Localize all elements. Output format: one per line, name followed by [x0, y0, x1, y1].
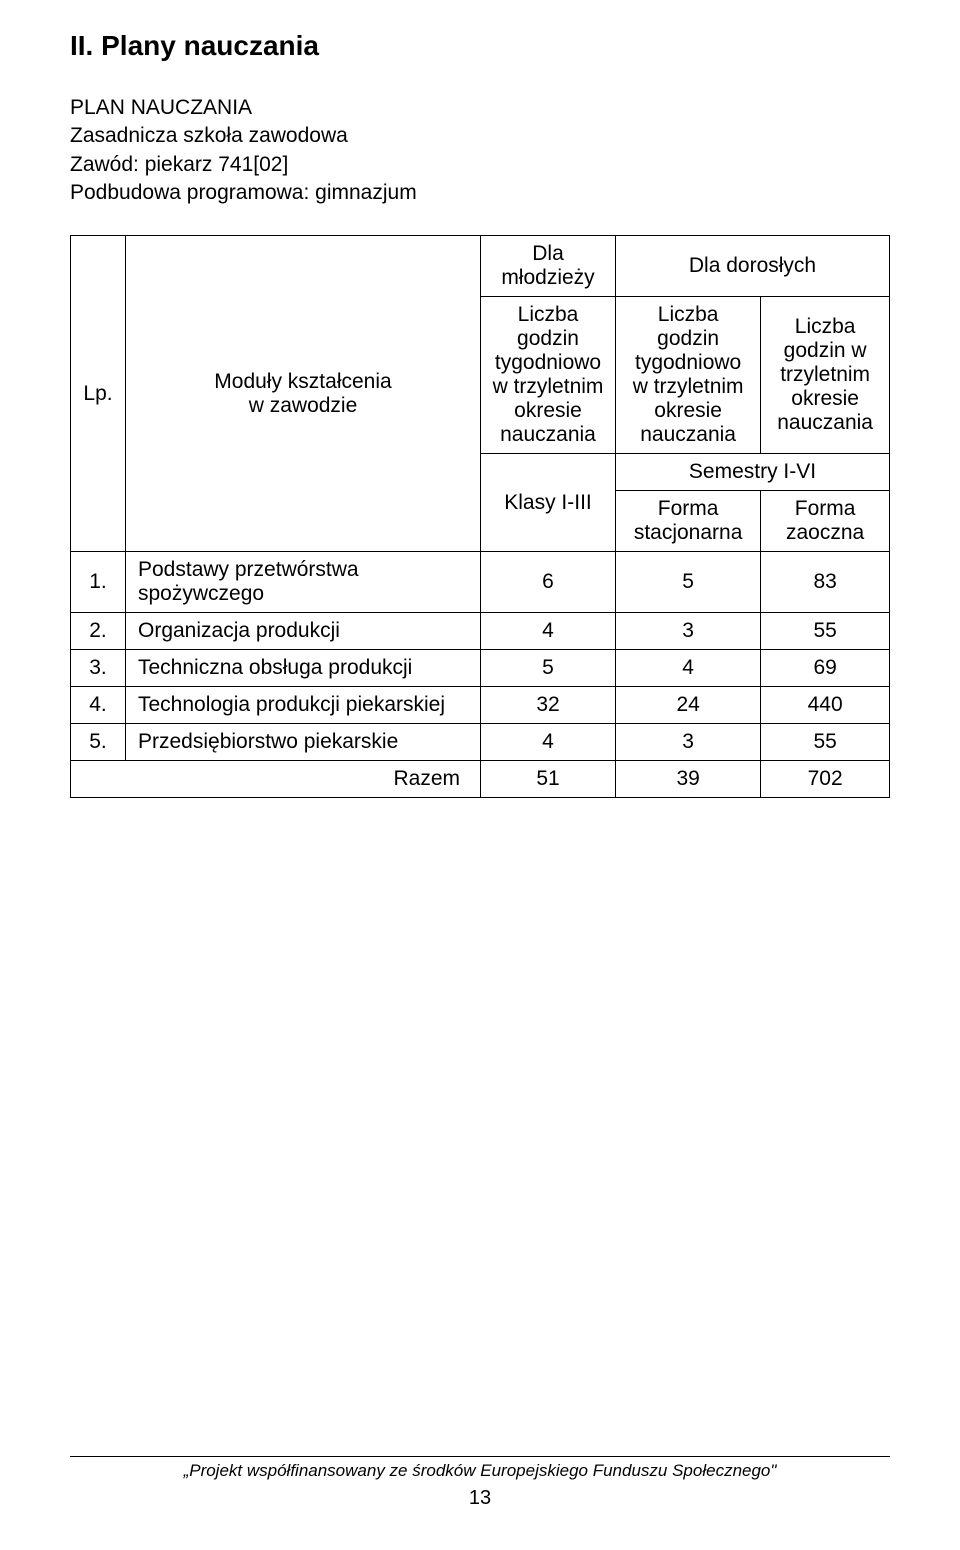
header-liczba3: Liczba godzin w trzyletnim okresie naucz…: [761, 297, 890, 454]
cell-name: Podstawy przetwórstwa spożywczego: [126, 552, 481, 613]
cell-v2: 24: [616, 687, 761, 724]
header-liczba2: Liczba godzin tygodniowo w trzyletnim ok…: [616, 297, 761, 454]
header-mlodziezy: Dla młodzieży: [481, 236, 616, 297]
header-lp: Lp.: [71, 236, 126, 552]
cell-v2: 3: [616, 613, 761, 650]
header-moduly: Moduły kształcenia w zawodzie: [126, 236, 481, 552]
cell-v3: 55: [761, 724, 890, 761]
footer: „Projekt współfinansowany ze środków Eur…: [70, 1456, 890, 1510]
page-title: II. Plany nauczania: [70, 30, 890, 62]
cell-name: Przedsiębiorstwo piekarskie: [126, 724, 481, 761]
cell-v3: 69: [761, 650, 890, 687]
header-zaoczna: Forma zaoczna: [761, 491, 890, 552]
cell-name: Organizacja produkcji: [126, 613, 481, 650]
subtitle-block: PLAN NAUCZANIA Zasadnicza szkoła zawodow…: [70, 94, 890, 207]
razem-v1: 51: [481, 761, 616, 798]
page-number: 13: [70, 1487, 890, 1510]
cell-lp: 2.: [71, 613, 126, 650]
cell-v1: 4: [481, 724, 616, 761]
cell-lp: 3.: [71, 650, 126, 687]
footer-separator: [70, 1456, 890, 1457]
cell-lp: 1.: [71, 552, 126, 613]
subtitle-line: Zawód: piekarz 741[02]: [70, 151, 890, 179]
cell-v1: 6: [481, 552, 616, 613]
cell-v3: 55: [761, 613, 890, 650]
table-row: 5. Przedsiębiorstwo piekarskie 4 3 55: [71, 724, 890, 761]
cell-v1: 5: [481, 650, 616, 687]
table-total-row: Razem 51 39 702: [71, 761, 890, 798]
cell-v2: 3: [616, 724, 761, 761]
table-row: 1. Podstawy przetwórstwa spożywczego 6 5…: [71, 552, 890, 613]
header-stacjonarna: Forma stacjonarna: [616, 491, 761, 552]
cell-v1: 32: [481, 687, 616, 724]
razem-v2: 39: [616, 761, 761, 798]
subtitle-line: Podbudowa programowa: gimnazjum: [70, 179, 890, 207]
cell-name: Techniczna obsługa produkcji: [126, 650, 481, 687]
razem-label: Razem: [71, 761, 481, 798]
subtitle-line: Zasadnicza szkoła zawodowa: [70, 122, 890, 150]
razem-v3: 702: [761, 761, 890, 798]
cell-v1: 4: [481, 613, 616, 650]
table-row: 4. Technologia produkcji piekarskiej 32 …: [71, 687, 890, 724]
cell-lp: 5.: [71, 724, 126, 761]
cell-lp: 4.: [71, 687, 126, 724]
cell-name: Technologia produkcji piekarskiej: [126, 687, 481, 724]
header-semestry: Semestry I-VI: [616, 454, 890, 491]
cell-v2: 5: [616, 552, 761, 613]
footer-text: „Projekt współfinansowany ze środków Eur…: [70, 1461, 890, 1481]
table-row: 3. Techniczna obsługa produkcji 5 4 69: [71, 650, 890, 687]
curriculum-table: Lp. Moduły kształcenia w zawodzie Dla mł…: [70, 235, 890, 798]
header-liczba1: Liczba godzin tygodniowo w trzyletnim ok…: [481, 297, 616, 454]
header-doroslych: Dla dorosłych: [616, 236, 890, 297]
subtitle-line: PLAN NAUCZANIA: [70, 94, 890, 122]
cell-v2: 4: [616, 650, 761, 687]
header-klasy: Klasy I-III: [481, 454, 616, 552]
cell-v3: 83: [761, 552, 890, 613]
cell-v3: 440: [761, 687, 890, 724]
table-row: 2. Organizacja produkcji 4 3 55: [71, 613, 890, 650]
